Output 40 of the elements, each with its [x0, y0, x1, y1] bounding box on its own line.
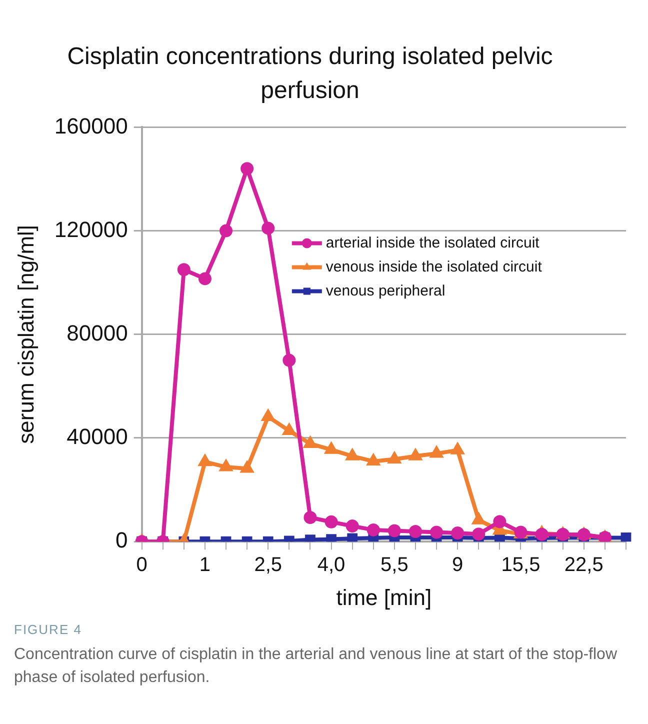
point: [535, 528, 548, 541]
x-tick-label: 22,5: [564, 554, 604, 576]
caption: FIGURE 4: [14, 622, 83, 637]
point: [177, 263, 190, 276]
x-tick-label: 4,0: [317, 554, 346, 576]
point: [366, 523, 380, 536]
legend-label: arterial inside the isolated circuit: [326, 234, 540, 252]
point: [240, 162, 254, 176]
x-tick-label: 15,5: [501, 554, 540, 576]
point: [282, 354, 296, 367]
x-tick-label: 1: [199, 554, 211, 576]
point: [304, 511, 317, 524]
x-tick-label: 2,5: [254, 554, 282, 576]
point: [451, 526, 464, 540]
text: Concentration curve of cisplatin in the arterial and venous line at start of the stop-flow phase of isolated perfusion.: [14, 645, 618, 688]
y-tick-label: 120000: [54, 216, 128, 242]
point: [198, 272, 212, 286]
point: [346, 520, 359, 533]
y-tick-label: 0: [116, 528, 128, 553]
x-tick-label: 5,5: [380, 554, 408, 576]
point: [472, 528, 486, 541]
point: [493, 515, 506, 528]
point: [324, 515, 338, 528]
y-tick-label: 40000: [66, 424, 128, 450]
point: [388, 524, 401, 538]
chart-title: Cisplatin concentrations during isolated pelvic perfusion: [66, 42, 554, 106]
legend-label: venous inside the isolated circuit: [326, 258, 543, 276]
y-axis-title: serum cisplatin [ng/ml]: [13, 224, 38, 444]
point: [620, 532, 632, 542]
point: [220, 224, 233, 238]
point: [262, 222, 275, 235]
point: [347, 533, 358, 542]
y-tick-label: 160000: [54, 113, 128, 138]
point: [408, 525, 422, 538]
x-axis-title: time [min]: [336, 584, 432, 610]
y-tick-label: 80000: [66, 320, 128, 346]
point: [430, 526, 444, 539]
x-tick-label: 0: [136, 554, 148, 576]
legend-label: venous peripheral: [326, 282, 446, 300]
x-tick-label: 9: [452, 554, 464, 576]
